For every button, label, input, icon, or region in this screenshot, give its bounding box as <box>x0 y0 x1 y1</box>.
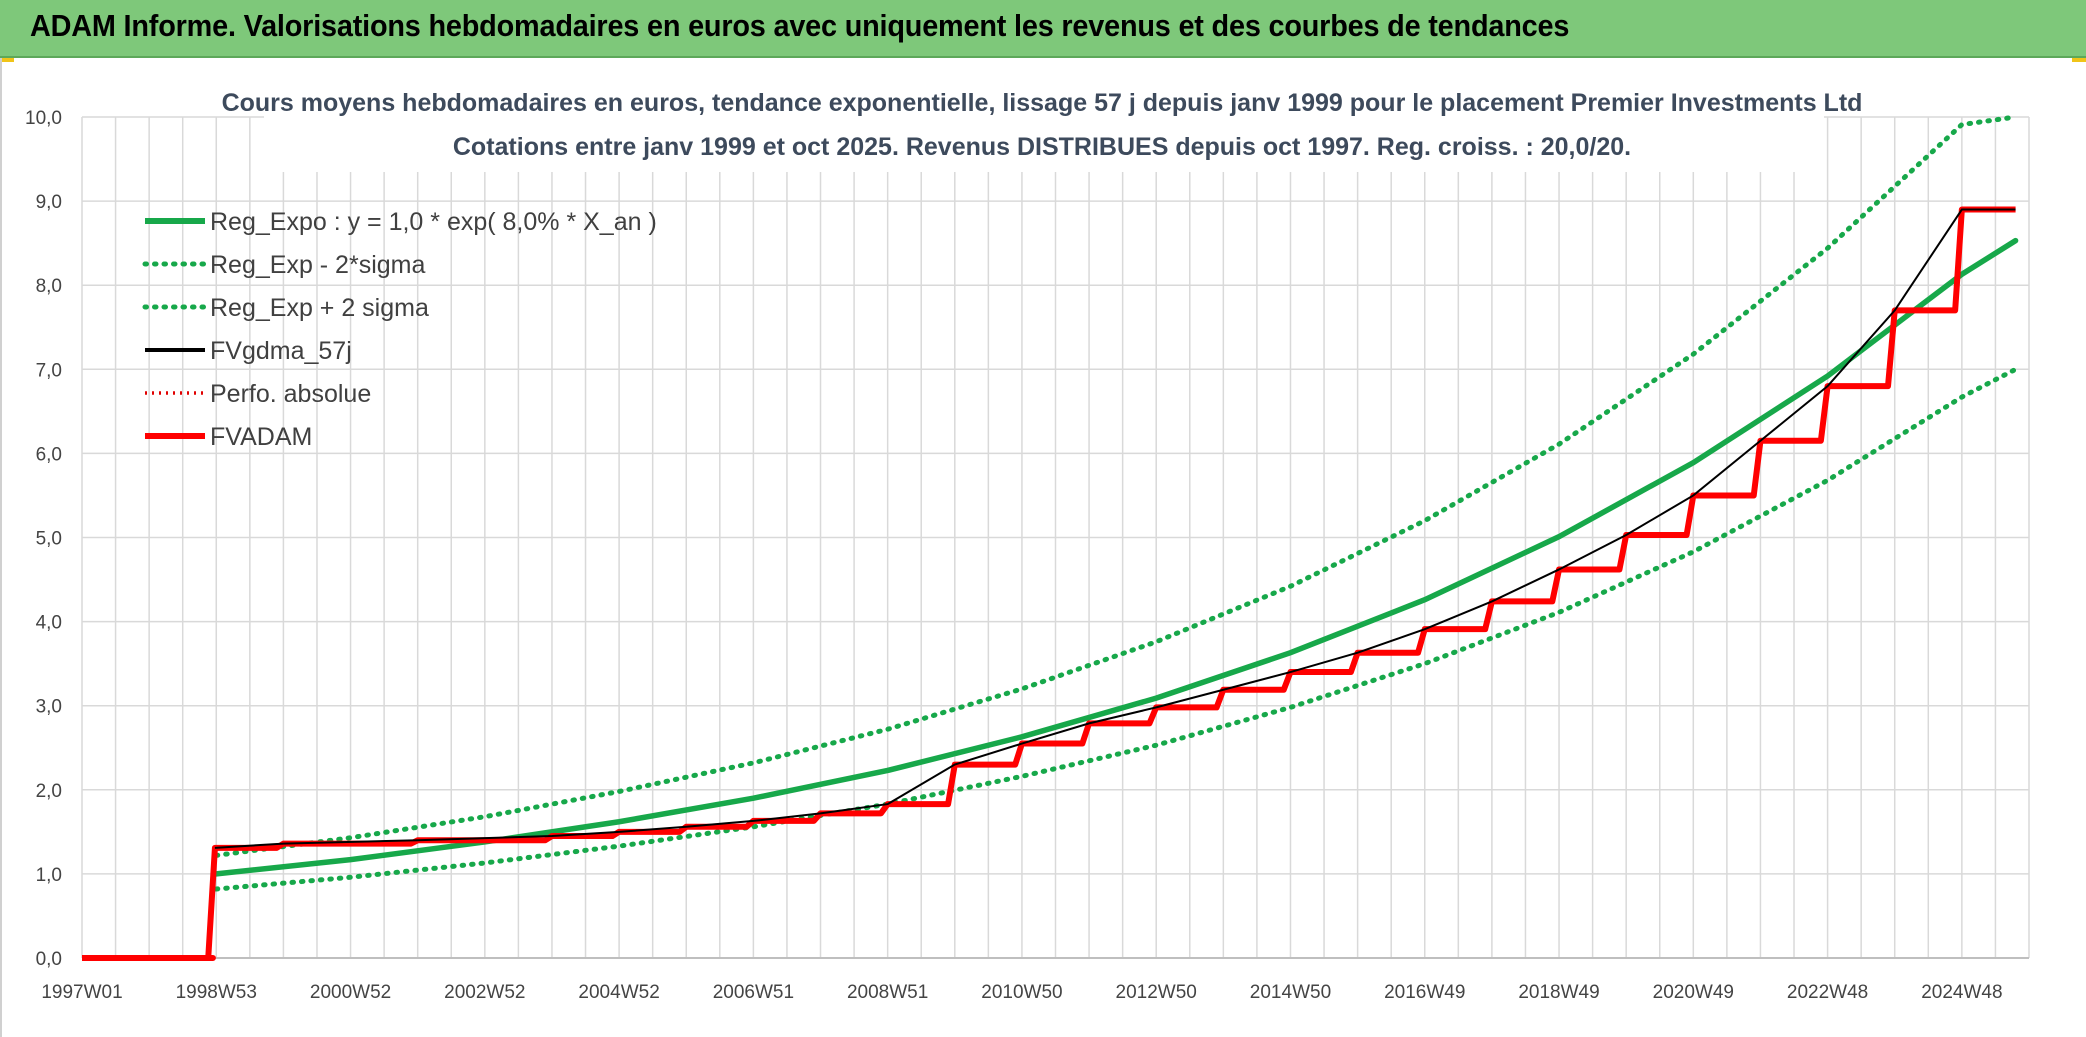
axis-layer: 0,0 1,0 2,0 3,0 4,0 5,0 6,0 7,0 8,0 9,0 10,0 1997W0… <box>25 108 2029 1003</box>
x-tick-label: 2024W48 <box>1921 982 2002 1003</box>
x-tick-label: 2012W50 <box>1116 982 1197 1003</box>
chart-title-group: Cours moyens hebdomadaires en euros, ten… <box>222 82 1863 172</box>
x-tick-label: 2022W48 <box>1787 982 1868 1003</box>
x-tick-label: 2002W52 <box>444 982 525 1003</box>
x-tick-label: 2004W52 <box>578 982 659 1003</box>
corner-mark-top-right <box>2072 58 2086 62</box>
legend-label: FVADAM <box>210 423 312 451</box>
y-tick-label: 5,0 <box>36 529 62 550</box>
x-tick-label: 2020W49 <box>1653 982 1734 1003</box>
y-tick-label: 8,0 <box>36 276 62 297</box>
x-tick-label: 2016W49 <box>1384 982 1465 1003</box>
x-tick-label: 2018W49 <box>1518 982 1599 1003</box>
series-reg-expo <box>213 237 2019 877</box>
x-tick-label: 2000W52 <box>310 982 391 1003</box>
chart-frame: 0,0 1,0 2,0 3,0 4,0 5,0 6,0 7,0 8,0 9,0 10,0 1997W0… <box>0 58 2086 1037</box>
x-tick-label: 2014W50 <box>1250 982 1331 1003</box>
series-reg-exp-minus-2sigma <box>213 366 2019 892</box>
chart-title-line-1: Cours moyens hebdomadaires en euros, ten… <box>222 89 1863 117</box>
y-tick-label: 9,0 <box>36 192 62 213</box>
y-tick-label: 0,0 <box>36 949 62 970</box>
series-layer <box>82 114 2019 961</box>
grid-layer <box>81 116 2030 959</box>
x-tick-label: 2010W50 <box>981 982 1062 1003</box>
legend-label: FVgdma_57j <box>210 337 352 365</box>
legend-label: Reg_Exp - 2*sigma <box>210 251 425 279</box>
series-reg-exp-plus-2sigma <box>213 114 2019 858</box>
legend: Reg_Expo : y = 1,0 * exp( 8,0% * X_an ) R… <box>142 208 657 451</box>
legend-label: Reg_Expo : y = 1,0 * exp( 8,0% * X_an ) <box>210 208 657 236</box>
y-tick-label: 4,0 <box>36 613 62 634</box>
title-background <box>264 82 1824 172</box>
x-tick-label: 1998W53 <box>176 982 257 1003</box>
x-tick-label: 2006W51 <box>713 982 794 1003</box>
x-tick-label: 1997W01 <box>41 982 122 1003</box>
y-tick-label: 2,0 <box>36 781 62 802</box>
page-header: ADAM Informe. Valorisations hebdomadaire… <box>0 0 2086 58</box>
chart-title-line-2: Cotations entre janv 1999 et oct 2025. R… <box>453 133 1631 161</box>
y-tick-label: 10,0 <box>25 108 62 129</box>
y-tick-label: 1,0 <box>36 865 62 886</box>
page-title: ADAM Informe. Valorisations hebdomadaire… <box>30 8 1570 43</box>
corner-mark-top-left <box>0 58 14 62</box>
y-tick-label: 3,0 <box>36 697 62 718</box>
x-tick-label: 2008W51 <box>847 982 928 1003</box>
chart-svg: 0,0 1,0 2,0 3,0 4,0 5,0 6,0 7,0 8,0 9,0 10,0 1997W0… <box>25 82 2030 1003</box>
legend-label: Reg_Exp + 2 sigma <box>210 294 429 322</box>
legend-label: Perfo. absolue <box>210 380 371 408</box>
series-fvgdma-57j <box>214 208 2016 849</box>
y-tick-label: 7,0 <box>36 360 62 381</box>
series-fvadam <box>82 206 2016 961</box>
y-tick-label: 6,0 <box>36 444 62 465</box>
